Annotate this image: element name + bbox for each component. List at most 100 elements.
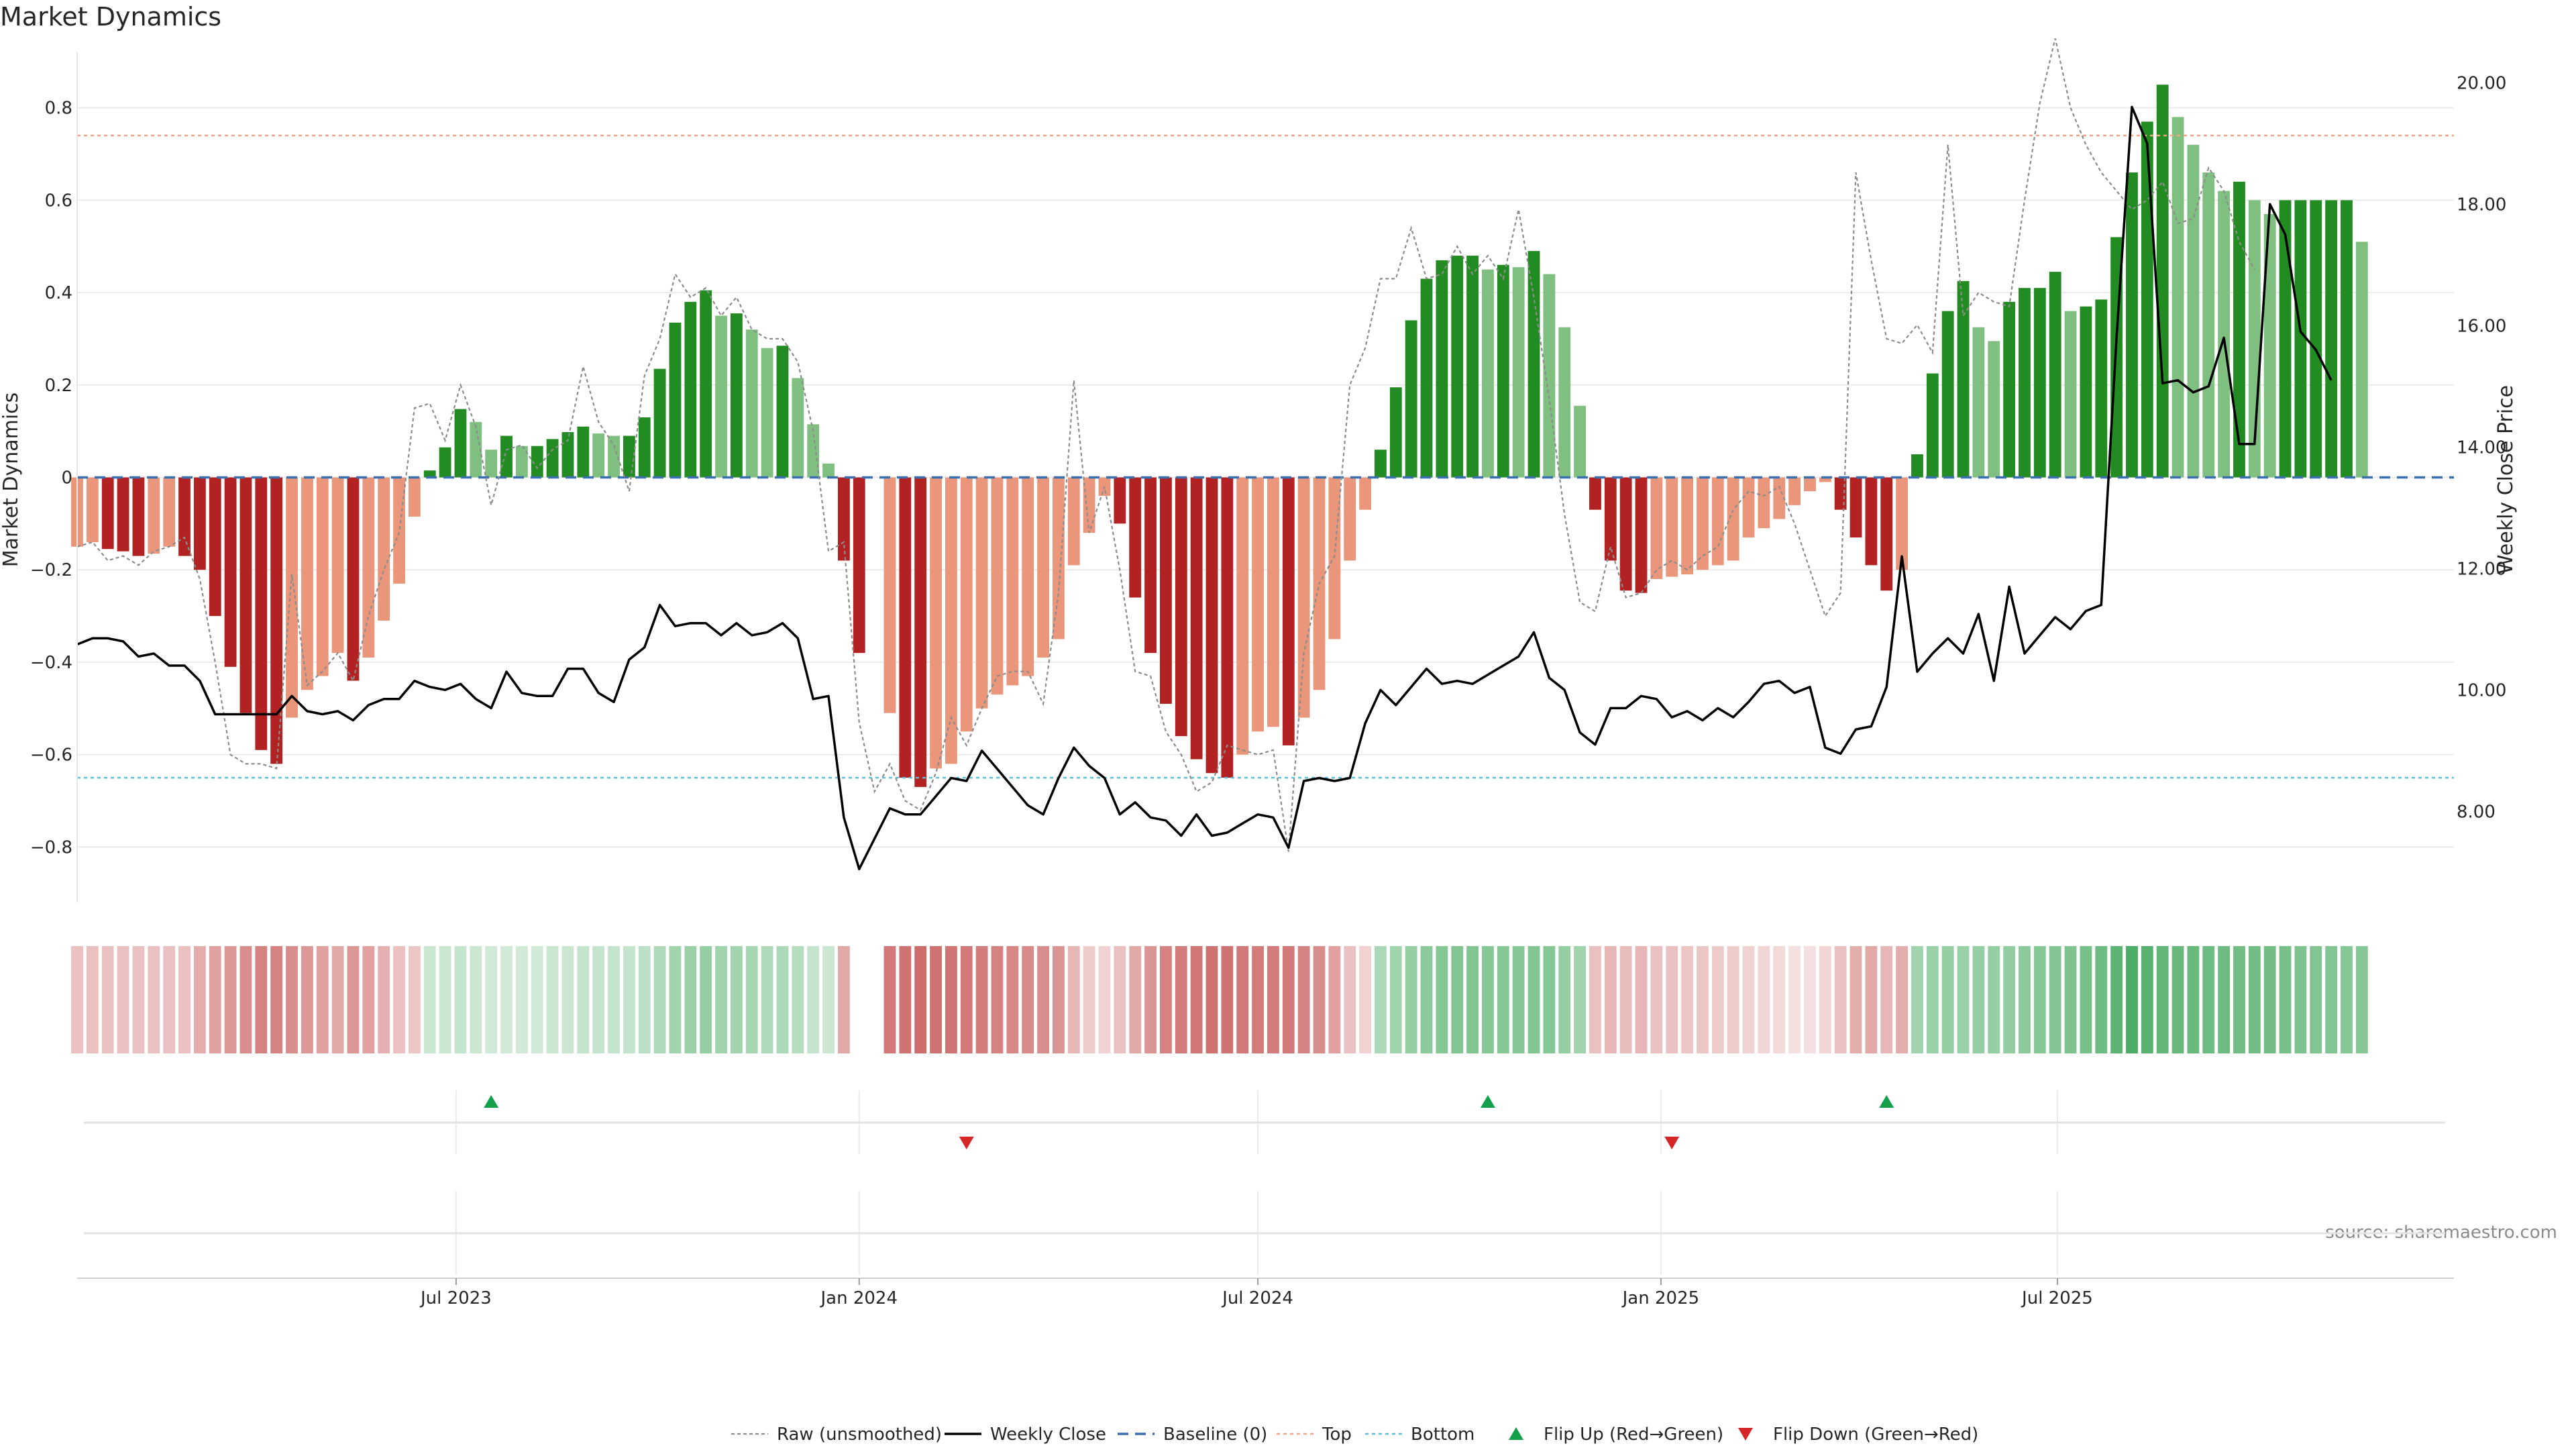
dynamics-bar: [1067, 477, 1080, 566]
regime-cell: [761, 946, 773, 1053]
y2-tick-label: 18.00: [2457, 195, 2506, 215]
flip-up-marker: [1480, 1095, 1495, 1108]
regime-cell: [1589, 946, 1601, 1053]
dynamics-bar: [2218, 191, 2231, 478]
dynamics-bar: [531, 446, 543, 478]
regime-strip: [71, 946, 2368, 1053]
dynamics-bar: [883, 477, 896, 713]
regime-cell: [975, 946, 988, 1053]
dynamics-bar: [193, 477, 206, 570]
dynamics-bar: [1389, 387, 1402, 478]
dynamics-bar: [163, 477, 176, 547]
dynamics-bar: [1880, 477, 1893, 591]
regime-cell: [193, 946, 206, 1053]
legend-label: Bottom: [1411, 1424, 1474, 1445]
regime-cell: [1236, 946, 1249, 1053]
dynamics-bar: [1344, 477, 1356, 561]
flip-up-marker: [484, 1095, 499, 1108]
regime-cell: [209, 946, 221, 1053]
regime-cell: [1574, 946, 1587, 1053]
dynamics-bar: [148, 477, 160, 554]
regime-cell: [71, 946, 83, 1053]
regime-cell: [1083, 946, 1095, 1053]
regime-cell: [1941, 946, 1954, 1053]
dynamics-bar: [2310, 200, 2322, 478]
regime-cell: [991, 946, 1004, 1053]
regime-cell: [1804, 946, 1816, 1053]
regime-cell: [2341, 946, 2353, 1053]
legend-label: Flip Down (Green→Red): [1773, 1424, 1978, 1445]
dynamics-bar: [669, 322, 682, 478]
regime-cell: [561, 946, 574, 1053]
regime-cell: [715, 946, 727, 1053]
regime-cell: [1006, 946, 1019, 1053]
dynamics-bar: [331, 477, 344, 654]
regime-cell: [1205, 946, 1218, 1053]
regime-cell: [1466, 946, 1479, 1053]
dynamics-bar: [1911, 454, 1923, 478]
regime-cell: [1727, 946, 1739, 1053]
dynamics-bar: [930, 477, 942, 769]
regime-cell: [224, 946, 237, 1053]
regime-cell: [577, 946, 590, 1053]
dynamics-bar: [117, 477, 129, 552]
legend: Raw (unsmoothed) Weekly Close Baseline (0)…: [731, 1424, 1978, 1445]
regime-cell: [531, 946, 543, 1053]
dynamics-bar: [1420, 278, 1433, 478]
regime-cell: [776, 946, 789, 1053]
regime-cell: [454, 946, 467, 1053]
regime-cell: [1451, 946, 1464, 1053]
dynamics-bar: [2003, 301, 2016, 478]
legend-swatch-flip-down: [1738, 1428, 1753, 1441]
regime-cell: [623, 946, 635, 1053]
y2-axis-label: Weekly Close Price: [2494, 385, 2518, 574]
legend-item-close: Weekly Close: [945, 1424, 1106, 1445]
x-tick-label: Jul 2023: [419, 1288, 492, 1308]
bars-layer: [71, 85, 2368, 787]
dynamics-bar: [2049, 272, 2061, 478]
dynamics-bar: [2095, 299, 2108, 478]
dynamics-bar: [378, 477, 390, 621]
dynamics-bar: [1175, 477, 1187, 737]
regime-cell: [945, 946, 957, 1053]
dynamics-bar: [2171, 117, 2184, 478]
y2-tick-label: 14.00: [2457, 437, 2506, 458]
regime-cell: [1375, 946, 1387, 1053]
dynamics-bar: [500, 435, 513, 478]
regime-cell: [2064, 946, 2077, 1053]
regime-cell: [1543, 946, 1556, 1053]
legend-swatch-flip-up: [1509, 1427, 1523, 1440]
dynamics-bar: [1267, 477, 1279, 727]
regime-cell: [1144, 946, 1157, 1053]
regime-cell: [1067, 946, 1080, 1053]
chart-title: Market Dynamics: [0, 2, 221, 32]
regime-cell: [286, 946, 298, 1053]
dynamics-bar: [960, 477, 973, 732]
regime-cell: [1282, 946, 1295, 1053]
dynamics-bar: [485, 450, 498, 478]
dynamics-bar: [776, 346, 789, 478]
weekly-close-line: [76, 105, 2332, 870]
regime-cell: [684, 946, 697, 1053]
axes-layer: −0.8 −0.6 −0.4 −0.2 0 0.2 0.4 0.6 0.8 8.00 10.00 12…: [30, 52, 2506, 1308]
dynamics-bar: [209, 477, 221, 617]
regime-cell: [117, 946, 129, 1053]
regime-cell: [1972, 946, 1985, 1053]
regime-cell: [1742, 946, 1755, 1053]
dynamics-bar: [1681, 477, 1694, 575]
dynamics-bar: [1988, 341, 2000, 478]
dynamics-bar: [2141, 121, 2153, 478]
y-tick-label: 0: [61, 468, 72, 488]
dynamics-bar: [1436, 260, 1448, 478]
regime-cell: [2033, 946, 2046, 1053]
dynamics-bar: [1006, 477, 1019, 686]
dynamics-bar: [2263, 214, 2276, 478]
dynamics-bar: [1144, 477, 1157, 654]
regime-cell: [1252, 946, 1264, 1053]
regime-cell: [1328, 946, 1341, 1053]
dynamics-bar: [515, 446, 528, 478]
dynamics-bar: [286, 477, 298, 718]
legend-label: Raw (unsmoothed): [777, 1424, 942, 1445]
regime-cell: [1344, 946, 1356, 1053]
regime-cell: [730, 946, 743, 1053]
